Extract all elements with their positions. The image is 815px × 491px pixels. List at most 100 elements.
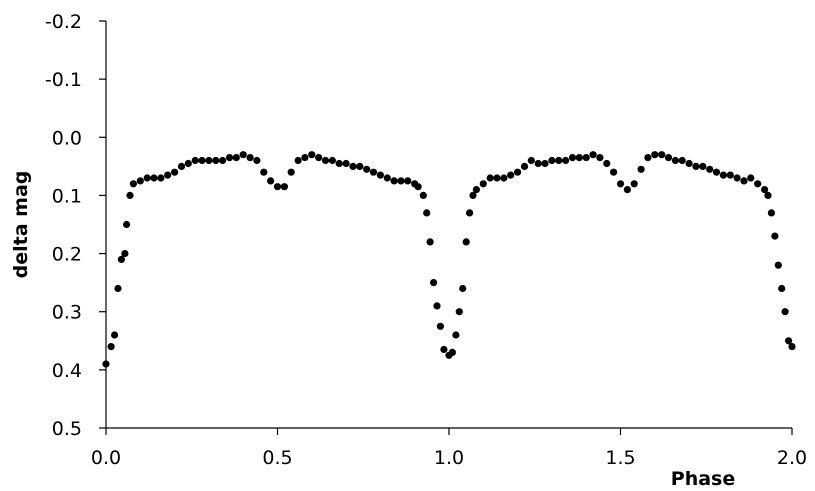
data-point [419, 191, 427, 199]
data-point [616, 180, 625, 188]
data-point [575, 154, 583, 162]
data-point [555, 156, 563, 165]
data-point [671, 156, 680, 165]
data-point [472, 186, 480, 194]
data-point [369, 168, 378, 176]
x-tick-label: 0.5 [262, 447, 292, 469]
data-point [527, 156, 535, 165]
data-point [335, 159, 343, 168]
data-point [114, 284, 122, 293]
data-point [171, 168, 179, 176]
data-point [733, 174, 741, 182]
data-point [493, 174, 501, 182]
y-tick-label: -0.2 [45, 11, 82, 33]
x-ticks: 0.0 0.5 1.0 1.5 2.0 [91, 428, 807, 469]
data-point [136, 177, 144, 185]
data-point [466, 209, 474, 217]
data-point [658, 151, 666, 159]
data-point [692, 162, 700, 170]
data-point [328, 156, 336, 165]
y-tick-label: 0.4 [52, 360, 82, 382]
data-point [507, 171, 515, 179]
data-point [150, 174, 158, 182]
data-point [747, 174, 755, 182]
data-point [273, 183, 282, 191]
x-tick-label: 0.0 [91, 447, 121, 469]
data-point [205, 156, 213, 165]
data-point [462, 238, 470, 246]
data-point [157, 174, 165, 182]
data-point [397, 177, 405, 185]
data-point [788, 343, 796, 351]
data-point [107, 343, 115, 351]
data-point [754, 180, 762, 188]
y-tick-label: 0.0 [52, 127, 82, 149]
data-point [232, 154, 240, 162]
data-point [562, 156, 570, 165]
data-point [129, 180, 137, 188]
data-point [651, 151, 659, 159]
data-point [440, 345, 448, 354]
data-point [123, 220, 131, 229]
data-point [423, 209, 431, 217]
data-point [430, 279, 438, 287]
data-point [637, 165, 645, 173]
x-tick-label: 2.0 [777, 447, 807, 469]
data-point [761, 186, 769, 194]
data-point [143, 174, 151, 182]
data-point [219, 156, 227, 165]
x-tick-label: 1.0 [434, 447, 464, 469]
data-point [426, 238, 434, 246]
data-point [706, 165, 714, 173]
data-point [436, 322, 444, 330]
y-ticks: -0.2 -0.1 0.0 0.1 0.2 0.3 0.4 0.5 [45, 11, 106, 440]
data-point [121, 250, 129, 258]
data-point [315, 154, 323, 162]
data-point [448, 348, 456, 356]
data-point [623, 186, 632, 194]
data-point [610, 168, 618, 176]
data-point [664, 154, 673, 162]
data-point [126, 191, 134, 199]
data-point [603, 159, 611, 168]
data-point [785, 337, 793, 345]
data-point [102, 360, 110, 368]
data-point [479, 180, 487, 188]
data-point [644, 154, 652, 162]
data-point [280, 183, 288, 191]
data-point [356, 162, 364, 170]
data-point [184, 159, 192, 168]
data-point [363, 165, 371, 173]
data-point [568, 154, 577, 162]
data-point [764, 191, 772, 199]
data-point [198, 156, 206, 165]
data-point [267, 177, 275, 185]
data-point [534, 159, 542, 168]
data-point [726, 171, 734, 179]
data-point [177, 162, 186, 170]
data-point [685, 159, 693, 168]
data-point [117, 255, 125, 263]
x-axis-title: Phase [671, 468, 735, 490]
data-point [582, 154, 590, 162]
data-point [719, 171, 728, 179]
x-tick-label: 1.5 [605, 447, 635, 469]
data-point [548, 156, 556, 165]
data-point [191, 156, 199, 165]
data-point [433, 302, 441, 310]
data-point [164, 171, 172, 179]
data-point [260, 168, 268, 176]
data-point [212, 156, 220, 165]
data-points [102, 151, 796, 368]
data-point [390, 177, 398, 185]
data-point [596, 154, 604, 162]
y-tick-label: -0.1 [45, 69, 82, 91]
y-tick-label: 0.1 [52, 185, 82, 207]
data-point [678, 156, 686, 165]
data-point [253, 156, 261, 165]
data-point [308, 151, 316, 159]
data-point [294, 156, 302, 165]
data-point [771, 232, 779, 240]
data-point [541, 159, 549, 168]
